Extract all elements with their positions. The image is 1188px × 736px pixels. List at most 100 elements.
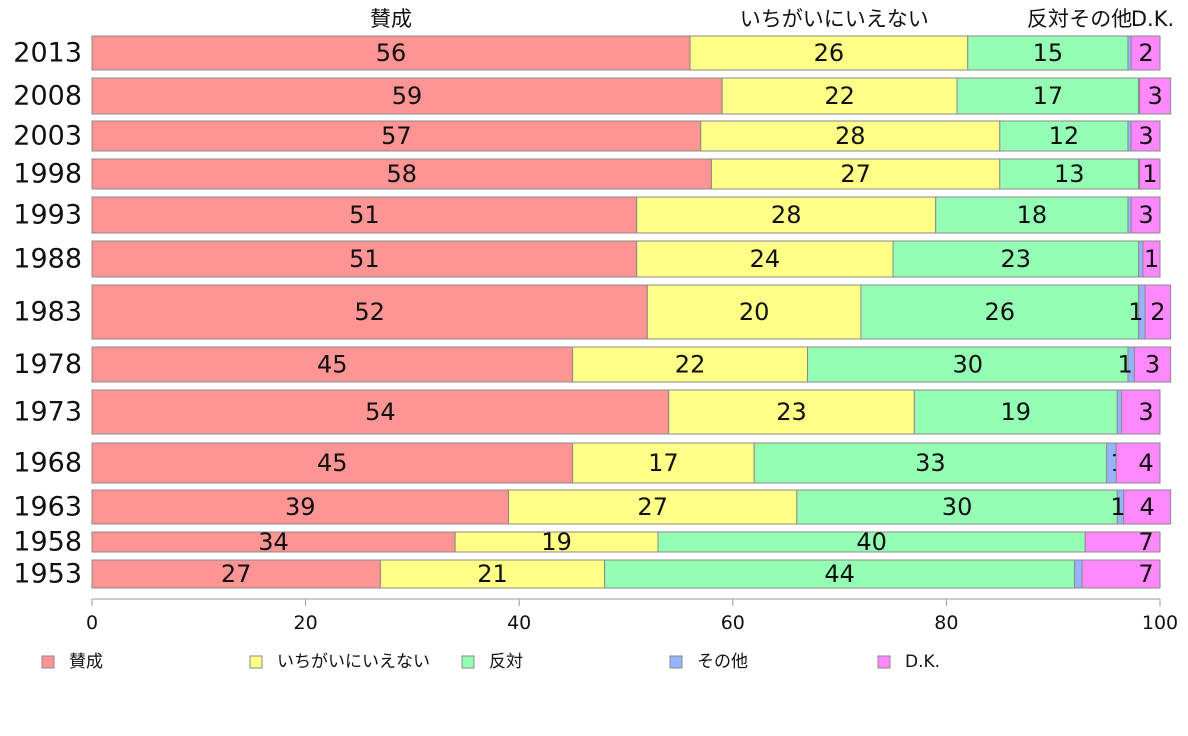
- value-label-dk-2008: 3: [1148, 82, 1163, 110]
- value-label-agree-2013: 56: [376, 39, 407, 67]
- value-label-agree-1988: 51: [349, 245, 380, 273]
- value-label-disagree-2013: 15: [1033, 39, 1064, 67]
- value-label-neutral-1963: 27: [637, 493, 668, 521]
- bar-segment-disagree-2008: [956, 77, 1140, 115]
- bar-segment-dk-1973: [1121, 389, 1161, 435]
- value-label-neutral-2013: 26: [814, 39, 845, 67]
- year-label-2008: 2008: [13, 81, 82, 112]
- value-label-dk-2003: 3: [1138, 122, 1153, 150]
- value-label-dk-1993: 3: [1138, 201, 1153, 229]
- legend-label-disagree: 反対: [489, 652, 523, 672]
- bar-segment-agree-1968: [91, 442, 574, 484]
- year-label-1968: 1968: [13, 448, 82, 479]
- year-label-1958: 1958: [13, 527, 82, 558]
- value-label-dk-2013: 2: [1138, 39, 1153, 67]
- legend-swatch-other: [669, 655, 683, 669]
- bar-segment-dk-1988: [1142, 240, 1161, 278]
- value-label-dk-1988: 1: [1144, 245, 1159, 273]
- year-label-1953: 1953: [13, 559, 82, 590]
- bar-segment-disagree-1963: [796, 489, 1118, 525]
- year-label-1993: 1993: [13, 200, 82, 231]
- legend-label-agree: 賛成: [69, 652, 103, 672]
- bar-segment-disagree-1998: [999, 158, 1140, 190]
- bar-segment-neutral-2008: [721, 77, 958, 115]
- bar-segment-neutral-1973: [668, 389, 915, 435]
- column-header-neutral: いちがいにいえない: [740, 7, 929, 31]
- bar-segment-neutral-1963: [508, 489, 798, 525]
- value-label-neutral-2008: 22: [824, 82, 855, 110]
- legend: 賛成 いちがいにいえない 反対 その他 D.K.: [41, 652, 940, 672]
- value-label-disagree-1983: 26: [985, 298, 1016, 326]
- value-label-agree-2008: 59: [392, 82, 423, 110]
- bar-segment-disagree-2013: [967, 35, 1129, 71]
- bar-segment-agree-1978: [91, 346, 574, 383]
- bar-segment-agree-2003: [91, 120, 702, 152]
- bar-segment-disagree-1983: [860, 284, 1140, 340]
- value-label-neutral-1978: 22: [675, 351, 706, 379]
- value-label-neutral-2003: 28: [835, 122, 866, 150]
- bar-row-1988: 1988 51 24 23 1: [13, 240, 1161, 278]
- value-label-disagree-1978: 30: [952, 351, 983, 379]
- x-tick-label-40: 40: [507, 612, 531, 634]
- x-tick-label-20: 20: [294, 612, 318, 634]
- year-label-1973: 1973: [13, 397, 82, 428]
- bar-segment-disagree-1988: [892, 240, 1140, 278]
- bar-segment-dk-1983: [1144, 284, 1172, 340]
- bar-segment-dk-2013: [1130, 35, 1161, 71]
- legend-item-other: その他: [669, 652, 748, 672]
- bar-segment-dk-2003: [1130, 120, 1161, 152]
- value-label-disagree-1998: 13: [1054, 160, 1085, 188]
- year-label-1998: 1998: [13, 159, 82, 190]
- bar-segment-neutral-1968: [572, 442, 755, 484]
- bar-segment-neutral-2013: [689, 35, 969, 71]
- value-label-agree-1973: 54: [365, 398, 396, 426]
- value-label-agree-1968: 45: [317, 449, 348, 477]
- value-label-other-1963: 1: [1110, 493, 1125, 521]
- value-label-dk-1963: 4: [1140, 493, 1155, 521]
- bar-segment-disagree-1993: [935, 196, 1129, 234]
- value-label-neutral-1958: 19: [541, 528, 572, 556]
- legend-swatch-agree: [41, 655, 55, 669]
- year-label-1978: 1978: [13, 349, 82, 380]
- bar-segment-agree-1993: [91, 196, 638, 234]
- bar-segment-other-1953: [1074, 559, 1083, 589]
- x-tick-label-0: 0: [86, 612, 98, 634]
- bar-segment-disagree-1953: [604, 559, 1076, 589]
- bar-segment-neutral-1953: [379, 559, 606, 589]
- bar-segment-disagree-2003: [999, 120, 1129, 152]
- bar-segment-neutral-1993: [636, 196, 937, 234]
- bar-segment-dk-1978: [1133, 346, 1172, 383]
- bar-row-1963: 1963 39 27 30 1 4: [13, 489, 1172, 525]
- value-label-disagree-2008: 17: [1033, 82, 1064, 110]
- value-label-dk-1958: 7: [1138, 528, 1153, 556]
- bar-segment-other-1973: [1116, 389, 1123, 435]
- bar-row-1953: 195327214417: [13, 559, 1161, 590]
- bar-segment-disagree-1973: [913, 389, 1118, 435]
- value-label-agree-1998: 58: [386, 160, 417, 188]
- legend-swatch-dk: [877, 655, 891, 669]
- year-label-1988: 1988: [13, 244, 82, 275]
- bar-row-1978: 1978 45 22 30 1 3: [13, 346, 1172, 383]
- value-label-disagree-1993: 18: [1017, 201, 1048, 229]
- value-label-other-1978: 1: [1118, 351, 1133, 379]
- value-label-agree-1993: 51: [349, 201, 380, 229]
- value-label-dk-1953: 7: [1138, 560, 1153, 588]
- value-label-neutral-1953: 21: [477, 560, 508, 588]
- value-label-agree-1953: 27: [221, 560, 252, 588]
- legend-swatch-neutral: [249, 655, 263, 669]
- column-header-other: その他: [1069, 7, 1132, 31]
- legend-item-neutral: いちがいにいえない: [249, 652, 430, 672]
- column-header-dk: D.K.: [1131, 7, 1174, 31]
- bar-row-2003: 2003 57 28 12 3: [13, 120, 1161, 152]
- bar-segment-neutral-1983: [646, 284, 862, 340]
- bar-row-1993: 1993 51 28 18 3: [13, 196, 1161, 234]
- bar-segment-agree-1973: [91, 389, 670, 435]
- bar-segment-agree-1998: [91, 158, 712, 190]
- year-label-2003: 2003: [13, 121, 82, 152]
- bar-row-1973: 1973 54 23 19 3: [13, 389, 1161, 435]
- bar-segment-dk-1953: [1081, 559, 1161, 589]
- column-header-agree: 賛成: [370, 7, 412, 31]
